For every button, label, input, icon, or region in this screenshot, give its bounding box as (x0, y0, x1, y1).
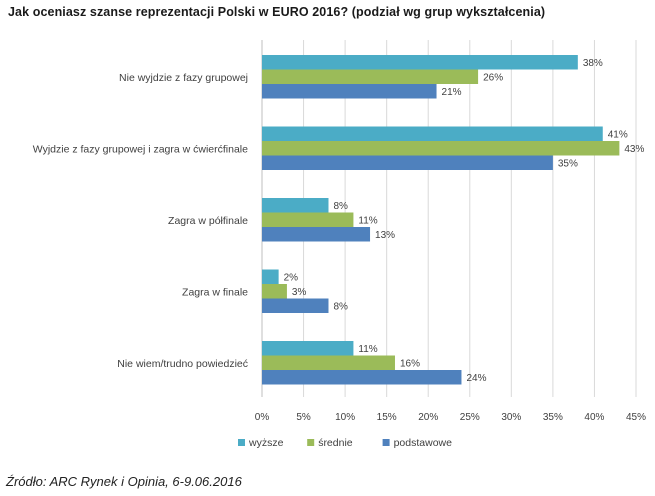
x-tick-label: 10% (335, 412, 355, 423)
x-tick-label: 25% (460, 412, 480, 423)
legend-swatch (307, 439, 315, 446)
category-label: Nie wiem/trudno powiedzieć (117, 358, 248, 370)
data-label: 26% (483, 72, 503, 83)
data-label: 21% (442, 87, 462, 98)
category-label: Zagra w finale (182, 286, 248, 298)
legend-entry: średnie (318, 437, 353, 449)
bar (262, 284, 287, 299)
data-label: 11% (358, 215, 377, 226)
bar (262, 55, 578, 70)
chart-title: Jak oceniasz szanse reprezentacji Polski… (8, 5, 546, 19)
data-label: 16% (400, 358, 420, 369)
data-label: 2% (284, 272, 299, 283)
data-label: 38% (583, 58, 603, 69)
bar (262, 355, 395, 370)
x-tick-label: 5% (296, 412, 311, 423)
bar (262, 141, 620, 156)
legend-entry: podstawowe (394, 437, 453, 449)
data-label: 43% (624, 144, 644, 155)
bar (262, 341, 354, 356)
bar (262, 227, 371, 242)
bar (262, 298, 329, 313)
bar (262, 69, 479, 84)
data-label: 3% (292, 287, 307, 298)
data-label: 35% (558, 158, 578, 169)
bar (262, 155, 553, 170)
x-tick-label: 40% (584, 412, 604, 423)
category-label: Nie wyjdzie z fazy grupowej (119, 72, 248, 84)
category-label: Zagra w półfinale (168, 215, 248, 227)
legend-swatch (238, 439, 245, 446)
bar (262, 84, 437, 99)
bar (262, 212, 354, 227)
x-tick-label: 0% (255, 412, 270, 423)
bar (262, 198, 329, 213)
legend-swatch (382, 439, 390, 446)
bar (262, 126, 603, 141)
bar (262, 269, 279, 284)
x-tick-label: 20% (418, 412, 438, 423)
data-label: 41% (608, 129, 628, 140)
source-note: Źródło: ARC Rynek i Opinia, 6-9.06.2016 (6, 474, 242, 489)
x-tick-label: 45% (626, 412, 646, 423)
data-label: 8% (333, 201, 348, 212)
x-tick-label: 30% (501, 412, 521, 423)
bar (262, 370, 462, 385)
data-label: 13% (375, 230, 395, 241)
data-label: 24% (466, 373, 486, 384)
x-tick-label: 15% (377, 412, 397, 423)
bar-chart: 0% 5% 10% 15% 20% 25% 30% 35% 40% 45% Nie wyjdzie … (33, 40, 646, 449)
legend-entry: wyższe (248, 437, 284, 449)
x-tick-label: 35% (543, 412, 563, 423)
data-label: 11% (358, 344, 377, 355)
data-label: 8% (333, 301, 348, 312)
category-label: Wyjdzie z fazy grupowej i zagra w ćwierć… (33, 143, 248, 155)
